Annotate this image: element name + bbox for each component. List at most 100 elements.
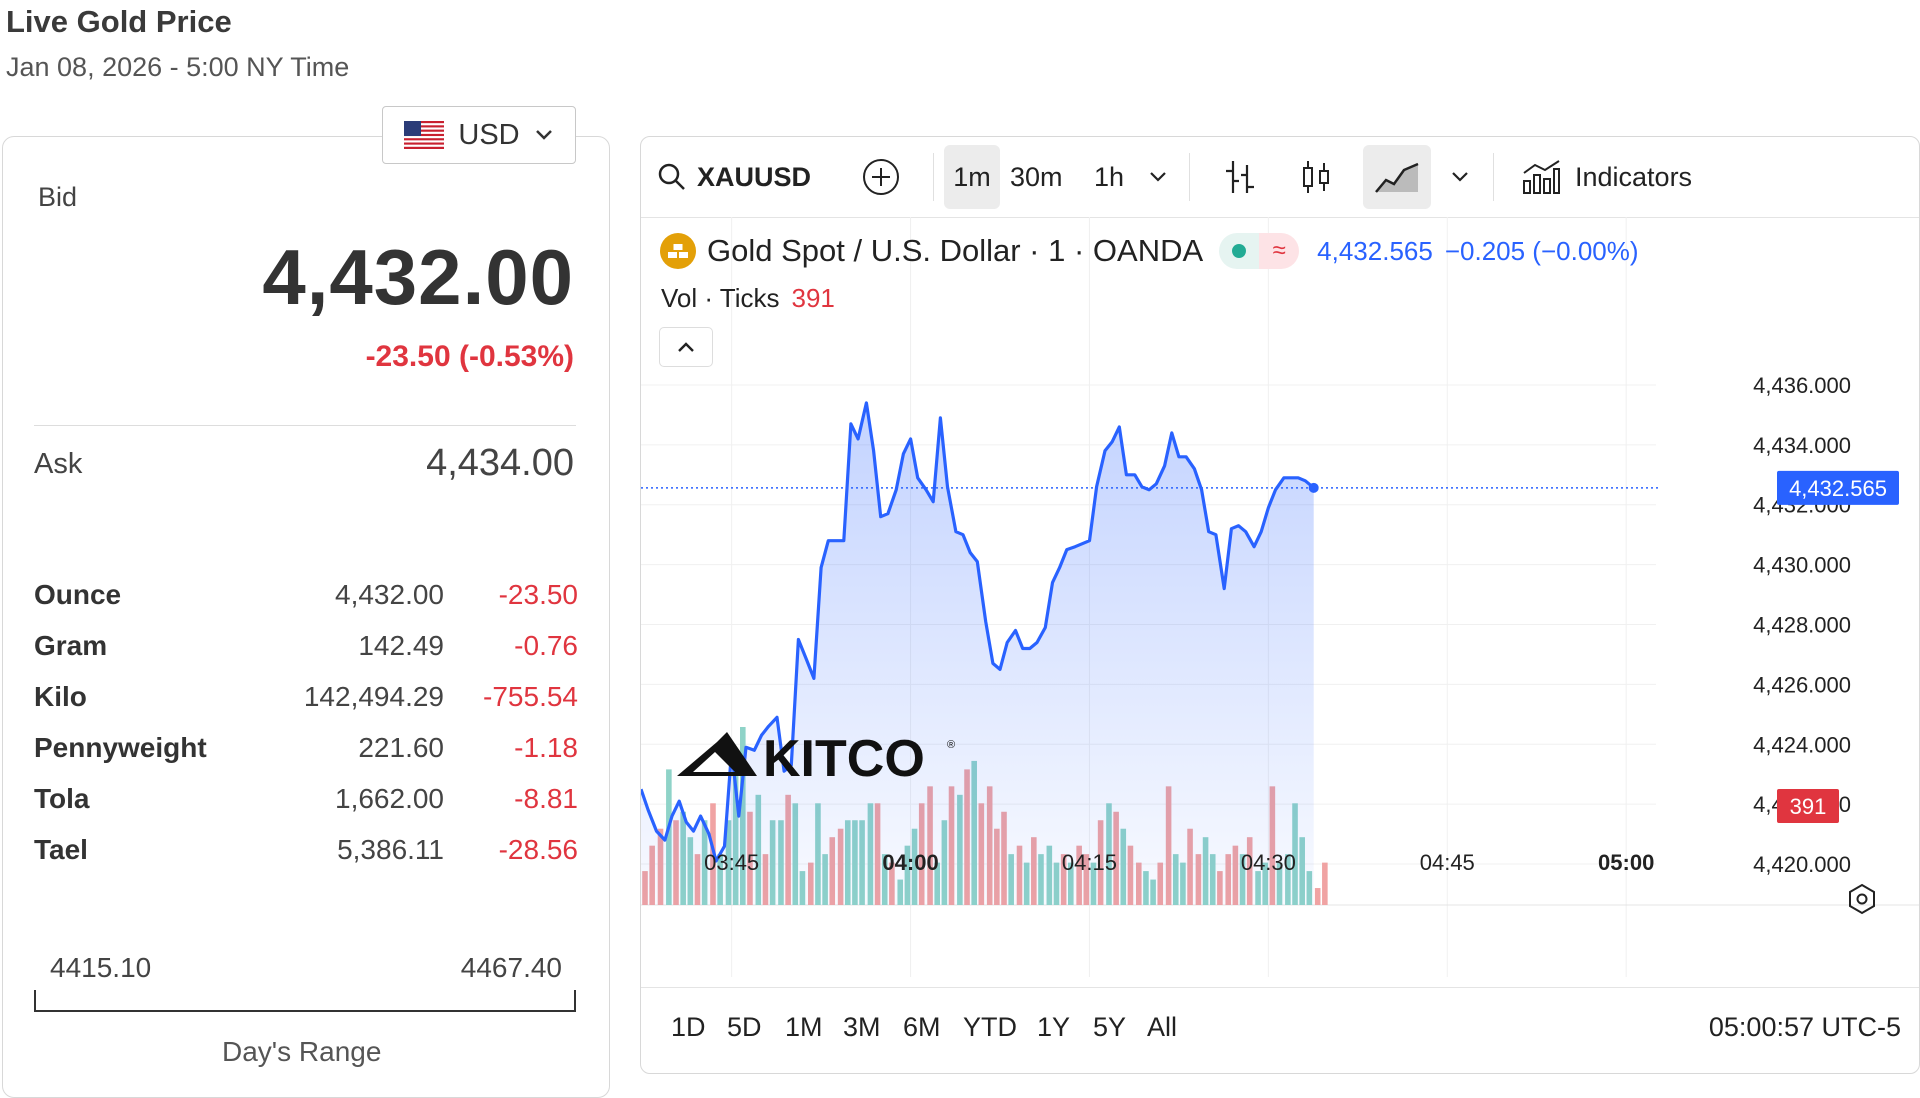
chart-legend: Gold Spot / U.S. Dollar · 1 · OANDA ≈ 4,… [659, 232, 1639, 270]
range-all[interactable]: All [1147, 1012, 1178, 1042]
indicators-icon [1523, 160, 1560, 194]
days-range-bar [34, 990, 576, 1012]
chevron-down-icon [535, 130, 552, 140]
x-tick-label: 04:15 [1062, 850, 1117, 875]
area-chart-type-button[interactable] [1363, 145, 1431, 209]
unit-price: 1,662.00 [335, 782, 444, 814]
y-tick-label: 4,436.000 [1753, 373, 1851, 398]
y-tick-label: 4,420.000 [1753, 852, 1851, 877]
unit-name: Gram [34, 629, 108, 661]
unit-name: Kilo [34, 680, 87, 712]
candlestick-icon [1303, 161, 1329, 193]
symbol-search[interactable]: XAUUSD [657, 145, 811, 209]
page-subtitle: Jan 08, 2026 - 5:00 NY Time [6, 52, 350, 82]
time-axis[interactable]: 03:45 04:00 04:15 04:30 04:45 05:00 [704, 850, 1654, 875]
ask-label: Ask [34, 448, 83, 480]
divider [34, 425, 576, 426]
currency-select[interactable]: USD [382, 106, 576, 164]
delayed-data-icon: ≈ [1259, 233, 1300, 269]
x-tick-label: 03:45 [704, 850, 759, 875]
range-1m[interactable]: 1M [785, 1012, 823, 1042]
y-tick-label: 4,430.000 [1753, 553, 1851, 578]
bid-change: -23.50 (-0.53%) [365, 340, 574, 373]
bid-price: 4,432.00 [262, 233, 574, 321]
last-price-dot [1308, 482, 1319, 493]
x-tick-label: 04:45 [1420, 850, 1475, 875]
watermark-text: KITCO [763, 730, 925, 788]
unit-change: -28.56 [498, 833, 578, 865]
range-5y[interactable]: 5Y [1093, 1012, 1127, 1042]
area-chart-icon [1375, 162, 1419, 193]
table-row: Tola 1,662.00 -8.81 [34, 773, 578, 824]
interval-30m[interactable]: 30m [1010, 161, 1063, 192]
table-row: Kilo 142,494.29 -755.54 [34, 671, 578, 722]
range-6m[interactable]: 6M [903, 1012, 941, 1042]
days-range-label: Day's Range [222, 1036, 382, 1067]
unit-change: -8.81 [514, 782, 578, 814]
quote-panel [2, 136, 610, 1098]
indicators-label: Indicators [1575, 161, 1693, 192]
svg-text:®: ® [947, 739, 955, 751]
compare-button[interactable] [861, 145, 901, 209]
chart-clock: 05:00:57 UTC-5 [1708, 1012, 1901, 1042]
toolbar-separator [933, 153, 934, 201]
ohlc-bars-icon [1226, 161, 1254, 193]
unit-change: -23.50 [498, 578, 578, 610]
last-price-tag-text: 4,432.565 [1789, 476, 1887, 501]
range-1d[interactable]: 1D [671, 1012, 706, 1042]
range-5d[interactable]: 5D [727, 1012, 762, 1042]
unit-change: -1.18 [514, 731, 578, 763]
kitco-watermark: KITCO ® [677, 730, 955, 788]
table-row: Pennyweight 221.60 -1.18 [34, 722, 578, 773]
unit-price: 5,386.11 [337, 833, 444, 865]
range-1y[interactable]: 1Y [1037, 1012, 1071, 1042]
chart-type-dropdown[interactable] [1449, 145, 1471, 209]
range-ytd[interactable]: YTD [963, 1012, 1017, 1042]
indicators-button[interactable]: Indicators [1521, 145, 1692, 209]
interval-1m[interactable]: 1m [944, 145, 1000, 209]
range-bar: 1D 5D 1M 3M 6M YTD 1Y 5Y All 05:00:57 UT… [641, 987, 1919, 1073]
table-row: Ounce 4,432.00 -23.50 [34, 569, 578, 620]
status-pill[interactable]: ≈ [1219, 233, 1300, 269]
page-title: Live Gold Price [6, 4, 232, 39]
price-chart[interactable]: KITCO ® 4,436.0004,434.0004,432.0004,430… [641, 217, 1919, 987]
toolbar-separator [1189, 153, 1190, 201]
unit-name: Tael [34, 833, 88, 865]
unit-change: -755.54 [483, 680, 578, 712]
days-range-high: 4467.40 [460, 952, 562, 983]
unit-price: 4,432.00 [335, 578, 444, 610]
unit-change: -0.76 [514, 629, 578, 661]
collapse-legend-button[interactable] [659, 327, 713, 367]
days-range-low: 4415.10 [50, 952, 152, 983]
interval-1h[interactable]: 1h [1094, 161, 1125, 192]
bar-chart-type-button[interactable] [1223, 145, 1257, 209]
volume-legend: Vol · Ticks 391 [661, 283, 835, 314]
interval-dropdown[interactable] [1147, 145, 1169, 209]
gold-symbol-icon [660, 233, 696, 269]
range-3m[interactable]: 3M [843, 1012, 881, 1042]
volume-bar [1314, 888, 1321, 905]
add-circle-icon [863, 159, 899, 195]
x-tick-label: 04:00 [882, 850, 938, 875]
chevron-up-icon [678, 342, 694, 352]
chart-settings-icon[interactable] [1849, 883, 1875, 915]
y-tick-label: 4,434.000 [1753, 433, 1851, 458]
price-area [641, 402, 1314, 905]
currency-value: USD [458, 118, 520, 151]
unit-price-table: Ounce 4,432.00 -23.50 Gram 142.49 -0.76 … [34, 569, 578, 875]
toolbar-separator [1493, 153, 1494, 201]
chart-panel: XAUUSD 1m 30m 1h [640, 136, 1920, 1074]
candles-chart-type-button[interactable] [1299, 145, 1333, 209]
y-tick-label: 4,428.000 [1753, 613, 1851, 638]
legend-price: 4,432.565 [1317, 235, 1433, 266]
x-tick-label: 05:00 [1598, 850, 1654, 875]
symbol-label: XAUUSD [697, 161, 812, 192]
y-tick-label: 4,426.000 [1753, 672, 1851, 697]
last-price-tag: 4,432.565 [1777, 470, 1899, 505]
y-tick-label: 4,424.000 [1753, 732, 1851, 757]
legend-change: −0.205 (−0.00%) [1444, 235, 1639, 266]
chevron-down-icon [1452, 172, 1468, 182]
search-icon [658, 163, 685, 190]
unit-price: 221.60 [358, 731, 444, 763]
us-flag-icon [404, 121, 445, 149]
